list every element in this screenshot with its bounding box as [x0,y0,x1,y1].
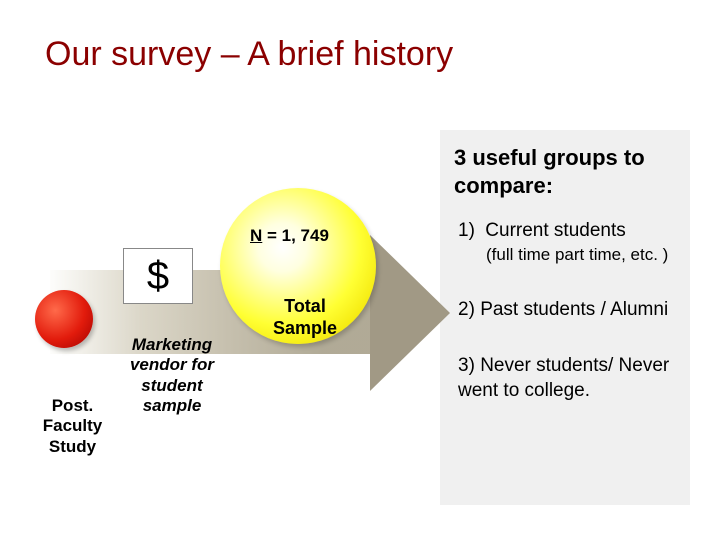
n-label: N = 1, 749 [250,226,329,246]
group-num: 3) [458,355,475,376]
group-item-3: 3) Never students/ Never went to college… [458,354,680,403]
group-num: 1) [458,219,480,244]
slide: Our survey – A brief history 3 useful gr… [0,0,720,540]
group-num: 2) [458,299,475,320]
dollar-icon: $ [147,254,169,298]
dollar-box: $ [123,248,193,304]
group-item-1: 1) Current students (full time part time… [458,219,680,266]
post-faculty-circle [35,290,93,348]
compare-panel: 3 useful groups to compare: 1) Current s… [440,130,690,505]
total-sample-label: Total Sample [260,296,350,339]
group-text: Current students [485,220,625,241]
vendor-caption: Marketing vendor for student sample [112,335,232,417]
post-faculty-caption: Post. Faculty Study [30,396,115,457]
slide-title: Our survey – A brief history [45,35,453,74]
group-item-2: 2) Past students / Alumni [458,298,680,323]
n-underline: N [250,226,262,245]
group-text: Past students / Alumni [480,299,668,320]
panel-heading: 3 useful groups to compare: [440,130,690,209]
n-value: = 1, 749 [262,226,329,245]
group-text: Never students/ Never went to college. [458,355,669,401]
group-sub: (full time part time, etc. ) [458,244,680,266]
group-list: 1) Current students (full time part time… [440,209,690,446]
arrow-head-icon [370,235,450,391]
